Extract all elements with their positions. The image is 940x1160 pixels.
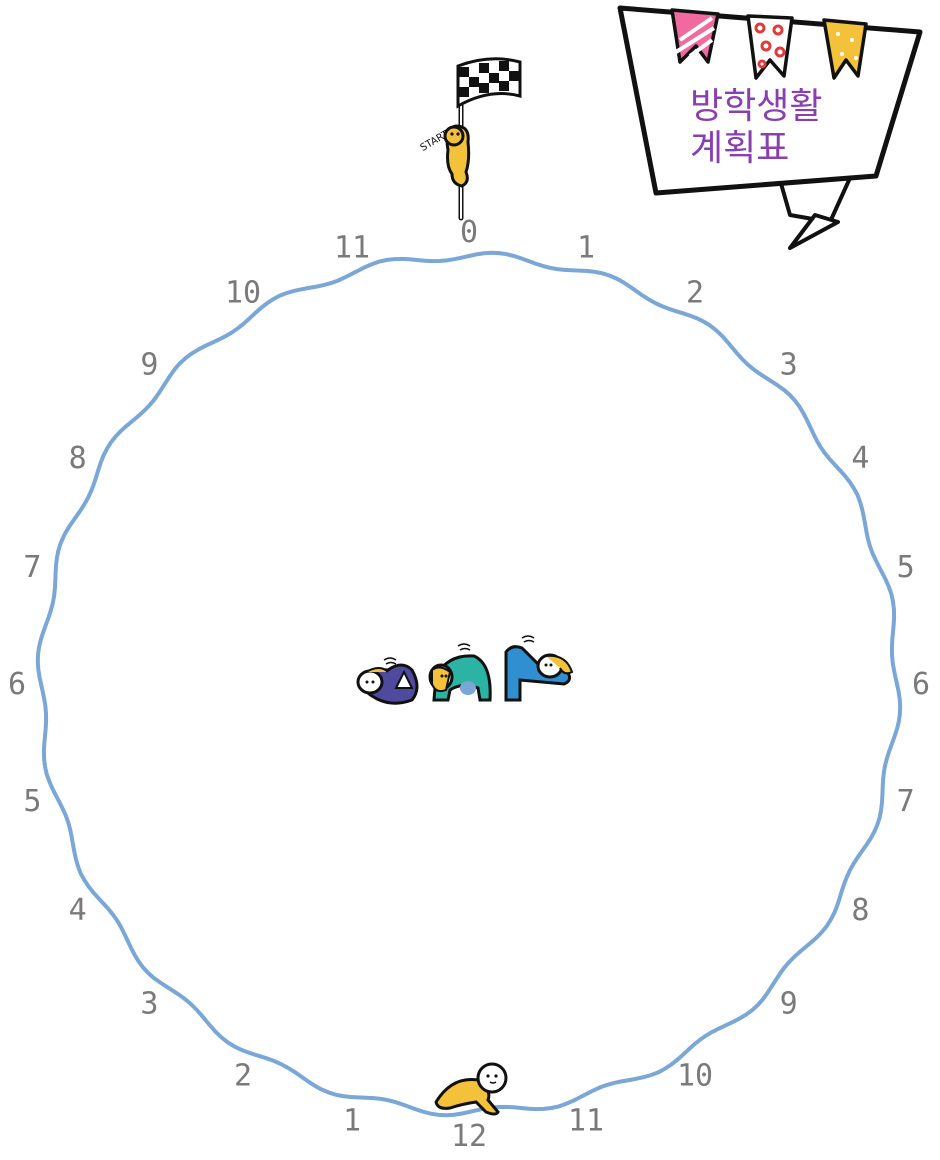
hour-label-right-2: 2: [686, 276, 704, 311]
hour-label-right-4: 4: [851, 441, 869, 476]
hour-label-left-5: 6: [8, 667, 26, 702]
hour-label-left-10: 11: [334, 230, 370, 265]
crawling-character-icon: [434, 1062, 508, 1116]
title-line-1: 방학생활: [690, 86, 822, 127]
schedule-ring: [35, 250, 903, 1118]
hour-label-left-7: 8: [69, 441, 87, 476]
title-line-2: 계획표: [690, 128, 789, 169]
hour-label-left-0: 1: [343, 1104, 361, 1139]
hour-label-left-1: 2: [234, 1058, 252, 1093]
hour-label-left-3: 4: [69, 893, 87, 928]
hour-label-right-10: 10: [677, 1058, 713, 1093]
hour-label-right-11: 11: [568, 1104, 604, 1139]
hour-label-right-1: 1: [577, 230, 595, 265]
hour-label-left-6: 7: [23, 550, 41, 585]
hour-label-right-0: 0: [460, 215, 478, 250]
hour-label-right-7: 7: [897, 784, 915, 819]
pennant-banner-icon: [670, 8, 868, 80]
hour-label-right-6: 6: [912, 667, 930, 702]
hour-label-right-5: 5: [897, 550, 915, 585]
hour-label-left-9: 10: [225, 276, 261, 311]
stretching-characters-icon: [356, 635, 574, 705]
hour-label-right-3: 3: [780, 347, 798, 382]
hour-label-left-2: 3: [140, 987, 158, 1022]
start-flag-icon: START: [419, 57, 522, 221]
hour-label-right-8: 8: [851, 893, 869, 928]
title-banner: 방학생활 계획표: [617, 5, 923, 250]
hour-label-right-9: 9: [780, 987, 798, 1022]
hour-label-left-8: 9: [140, 347, 158, 382]
hour-label-left-4: 5: [23, 784, 41, 819]
hour-label-right-12: 12: [451, 1119, 487, 1154]
